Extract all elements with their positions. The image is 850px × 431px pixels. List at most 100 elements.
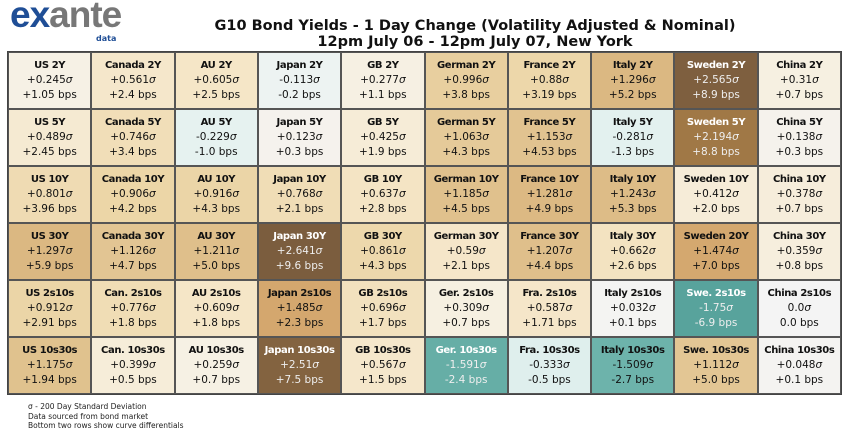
cell-label: GB 10Y (363, 174, 402, 185)
cell-bps: +2.3 bps (275, 317, 324, 329)
cell-sigma: +0.906σ (110, 188, 156, 200)
cell-sigma: +1.281σ (526, 188, 573, 200)
cell-label: Japan 10Y (273, 174, 326, 185)
footnotes: σ - 200 Day Standard Deviation Data sour… (28, 402, 184, 431)
cell-bps: +8.9 bps (692, 89, 740, 101)
cell-label: Japan 2Y (276, 60, 323, 71)
cell-label: Fra. 2s10s (522, 288, 577, 299)
cell-sigma: -0.113σ (279, 74, 320, 86)
cell-label: Canada 10Y (101, 174, 165, 185)
cell-sigma: 0.0σ (787, 302, 812, 314)
cell-sigma: +0.138σ (776, 131, 823, 143)
heatmap-cell: Ger. 2s10s +0.309σ +0.7 bps (424, 280, 508, 337)
cell-bps: +5.3 bps (608, 203, 657, 215)
heatmap-cell: Fra. 2s10s +0.587σ +1.71 bps (507, 280, 592, 337)
heatmap-cell: German 30Y +0.59σ +2.1 bps (424, 223, 508, 280)
cell-sigma: +1.126σ (110, 245, 156, 257)
cell-label: China 10s30s (764, 345, 835, 356)
cell-label: China 5Y (776, 117, 823, 128)
heatmap-cell: US 30Y +1.297σ +5.9 bps (8, 223, 92, 280)
heatmap-cell: AU 30Y +1.211σ +5.0 bps (174, 223, 258, 280)
cell-sigma: +0.378σ (776, 188, 823, 200)
cell-bps: +2.1 bps (275, 203, 324, 215)
cell-sigma: +0.861σ (360, 245, 406, 257)
cell-bps: +3.8 bps (442, 89, 490, 101)
heatmap-cell: China 2Y +0.31σ +0.7 bps (757, 52, 841, 109)
cell-label: AU 10Y (197, 174, 236, 185)
heatmap-cell: Swe. 10s30s +1.112σ +5.0 bps (674, 337, 758, 394)
cell-label: Canada 2Y (104, 60, 161, 71)
cell-sigma: +0.746σ (110, 131, 156, 143)
heatmap-cell: GB 5Y +0.425σ +1.9 bps (341, 109, 425, 166)
heatmap-cell: GB 2Y +0.277σ +1.1 bps (341, 52, 425, 109)
cell-bps: -6.9 bps (694, 317, 738, 329)
cell-bps: +7.0 bps (692, 260, 740, 272)
cell-bps: -0.2 bps (278, 89, 321, 101)
cell-label: Sweden 5Y (686, 117, 746, 128)
cell-label: Italy 10Y (609, 174, 657, 185)
heatmap-cell: US 2Y +0.245σ +1.05 bps (8, 52, 92, 109)
title-line-2: 12pm July 06 - 12pm July 07, New York (317, 34, 633, 50)
cell-label: US 10Y (30, 174, 69, 185)
cell-label: Italy 2s10s (604, 288, 662, 299)
cell-bps: +0.7 bps (775, 89, 824, 101)
cell-sigma: +0.609σ (193, 302, 239, 314)
title-line-1: G10 Bond Yields - 1 Day Change (Volatili… (214, 18, 736, 34)
cell-bps: +0.1 bps (775, 374, 824, 386)
cell-sigma: +0.561σ (110, 74, 156, 86)
heatmap-cell: GB 2s10s +0.696σ +1.7 bps (341, 280, 425, 337)
cell-label: GB 2Y (367, 60, 399, 71)
heatmap-cell: Canada 30Y +1.126σ +4.7 bps (91, 223, 175, 280)
cell-label: Japan 30Y (273, 231, 326, 242)
cell-bps: 0.0 bps (779, 317, 819, 329)
heatmap-cell: China 10s30s +0.048σ +0.1 bps (757, 337, 841, 394)
cell-sigma: +0.912σ (26, 302, 73, 314)
cell-bps: +1.94 bps (22, 374, 77, 386)
cell-sigma: -0.281σ (612, 131, 653, 143)
cell-sigma: +0.412σ (693, 188, 739, 200)
heatmap-cell: AU 2s10s +0.609σ +1.8 bps (174, 280, 258, 337)
chart-title: G10 Bond Yields - 1 Day Change (Volatili… (150, 18, 800, 50)
cell-sigma: +0.309σ (443, 302, 489, 314)
cell-sigma: +0.259σ (193, 359, 239, 371)
cell-bps: +4.9 bps (525, 203, 574, 215)
cell-label: China 2s10s (767, 288, 832, 299)
cell-bps: -1.0 bps (194, 146, 238, 158)
cell-sigma: +0.359σ (776, 245, 823, 257)
heatmap-cell: Sweden 10Y +0.412σ +2.0 bps (674, 166, 758, 223)
cell-label: US 5Y (34, 117, 66, 128)
heatmap-cell: China 30Y +0.359σ +0.8 bps (757, 223, 841, 280)
cell-bps: +8.8 bps (692, 146, 740, 158)
cell-bps: +2.6 bps (608, 260, 657, 272)
cell-bps: +4.2 bps (109, 203, 157, 215)
heatmap-cell: German 2Y +0.996σ +3.8 bps (424, 52, 508, 109)
logo-wordmark: exante (10, 0, 130, 33)
heatmap-cell: Canada 10Y +0.906σ +4.2 bps (91, 166, 175, 223)
cell-sigma: +1.207σ (526, 245, 573, 257)
cell-sigma: +2.565σ (693, 74, 739, 86)
cell-bps: +2.0 bps (692, 203, 740, 215)
cell-bps: +1.1 bps (359, 89, 407, 101)
cell-label: Can. 10s30s (101, 345, 165, 356)
cell-bps: +4.3 bps (192, 203, 241, 215)
cell-label: Swe. 2s10s (686, 288, 746, 299)
cell-label: Japan 10s30s (264, 345, 335, 356)
heatmap-cell: Canada 5Y +0.746σ +3.4 bps (91, 109, 175, 166)
cell-sigma: +0.399σ (110, 359, 156, 371)
heatmap-cell: Sweden 20Y +1.474σ +7.0 bps (674, 223, 758, 280)
cell-sigma: +1.474σ (693, 245, 739, 257)
heatmap-cell: Ger. 10s30s -1.591σ -2.4 bps (424, 337, 508, 394)
heatmap-cell: France 30Y +1.207σ +4.4 bps (507, 223, 592, 280)
heatmap-cell: Italy 2s10s +0.032σ +0.1 bps (591, 280, 675, 337)
cell-sigma: +0.996σ (443, 74, 489, 86)
heatmap-cell: German 5Y +1.063σ +4.3 bps (424, 109, 508, 166)
heatmap-cell: US 10Y +0.801σ +3.96 bps (8, 166, 92, 223)
heatmap-cell: US 5Y +0.489σ +2.45 bps (8, 109, 92, 166)
cell-sigma: +0.277σ (360, 74, 406, 86)
cell-bps: +2.91 bps (22, 317, 77, 329)
cell-label: France 5Y (523, 117, 576, 128)
heatmap-cell: Sweden 5Y +2.194σ +8.8 bps (674, 109, 758, 166)
cell-label: France 30Y (520, 231, 579, 242)
cell-label: Sweden 2Y (686, 60, 746, 71)
heatmap-cell: Japan 2Y -0.113σ -0.2 bps (257, 52, 342, 109)
